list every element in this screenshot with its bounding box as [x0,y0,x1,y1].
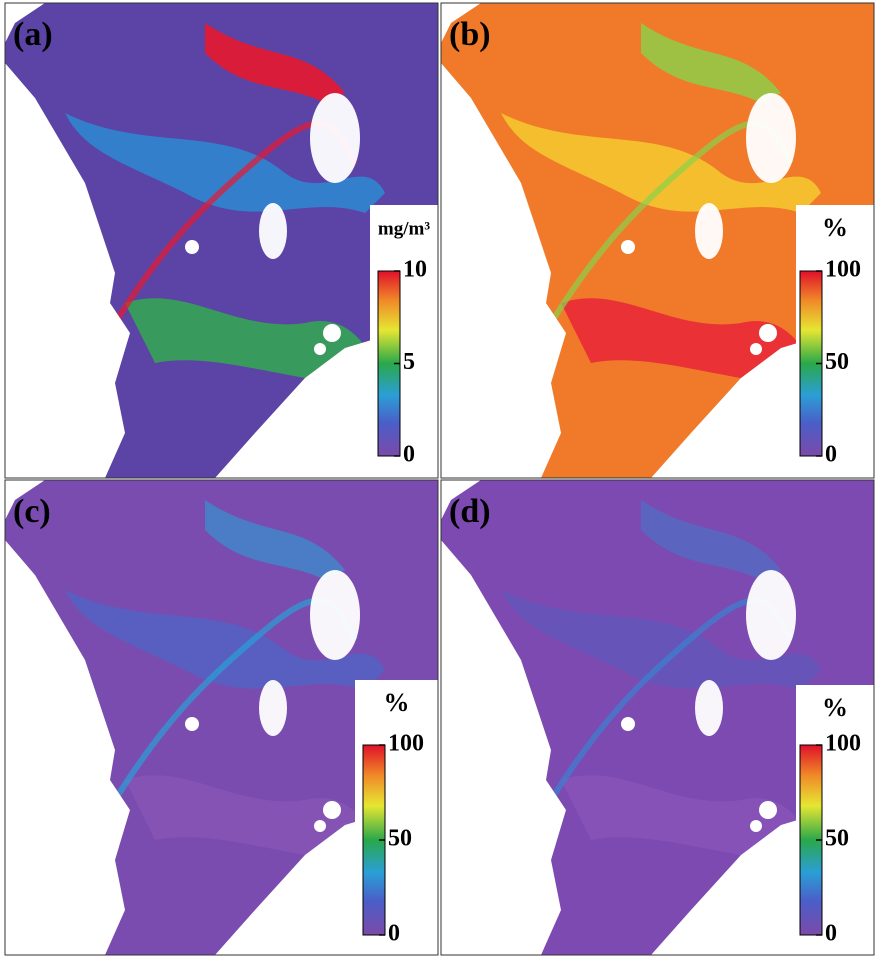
island [185,717,199,731]
tick-label: 50 [825,349,849,375]
island [314,820,326,832]
cloud [746,93,796,183]
map-feature [561,775,811,860]
panel-border [440,2,875,479]
colorbar-unit: mg/m³ [378,218,430,239]
tick-label: 10 [403,257,427,283]
land [441,63,566,478]
map-feature [65,113,385,213]
map-feature [641,23,781,103]
colorbar-unit: % [384,688,410,717]
tick-label: 100 [825,731,861,757]
island [750,343,762,355]
panel-border [440,479,875,956]
map-feature [641,500,781,580]
cloud [310,93,360,183]
panel-border [4,479,439,956]
land [441,3,481,43]
island [621,717,635,731]
land [5,3,45,43]
island [750,820,762,832]
land [5,63,130,478]
panel-border [4,2,439,479]
tick-label: 0 [403,442,415,468]
tick-label: 100 [388,731,424,757]
tick-label: 100 [825,257,861,283]
land [5,540,130,955]
map-feature [205,500,345,580]
map-feature [205,23,345,103]
map-feature [125,298,375,383]
cloud [259,680,287,736]
map-feature [561,298,811,383]
tick-label: 0 [825,442,837,468]
tick-label: 0 [388,921,400,947]
map-feature [501,113,821,213]
map-feature [65,590,385,690]
panel: (a) mg/m³ 0 5 10 [5,3,438,478]
colorbar-unit: % [822,693,848,722]
cloud [310,570,360,660]
island [323,801,341,819]
island [621,240,635,254]
cloud [695,680,723,736]
panel: (d)% 0 50 100 [441,480,874,955]
map-feature [125,775,375,860]
cloud [746,570,796,660]
colorbar-unit: % [822,213,848,242]
panel-label: (a) [13,16,53,53]
tick-label: 50 [825,826,849,852]
tick-label: 0 [825,921,837,947]
tick-label: 50 [388,826,412,852]
panel-label: (d) [449,493,491,530]
island [323,324,341,342]
panel: (c)% 0 50 100 [5,480,438,955]
island [759,801,777,819]
map-feature [501,590,821,690]
land [5,480,45,520]
island [759,324,777,342]
island [185,240,199,254]
land [441,540,566,955]
panel: (b)% 0 50 100 [441,3,874,478]
land [441,480,481,520]
island [314,343,326,355]
cloud [695,203,723,259]
panel-label: (c) [13,493,51,530]
cloud [259,203,287,259]
panel-label: (b) [449,16,491,53]
tick-label: 5 [403,349,415,375]
